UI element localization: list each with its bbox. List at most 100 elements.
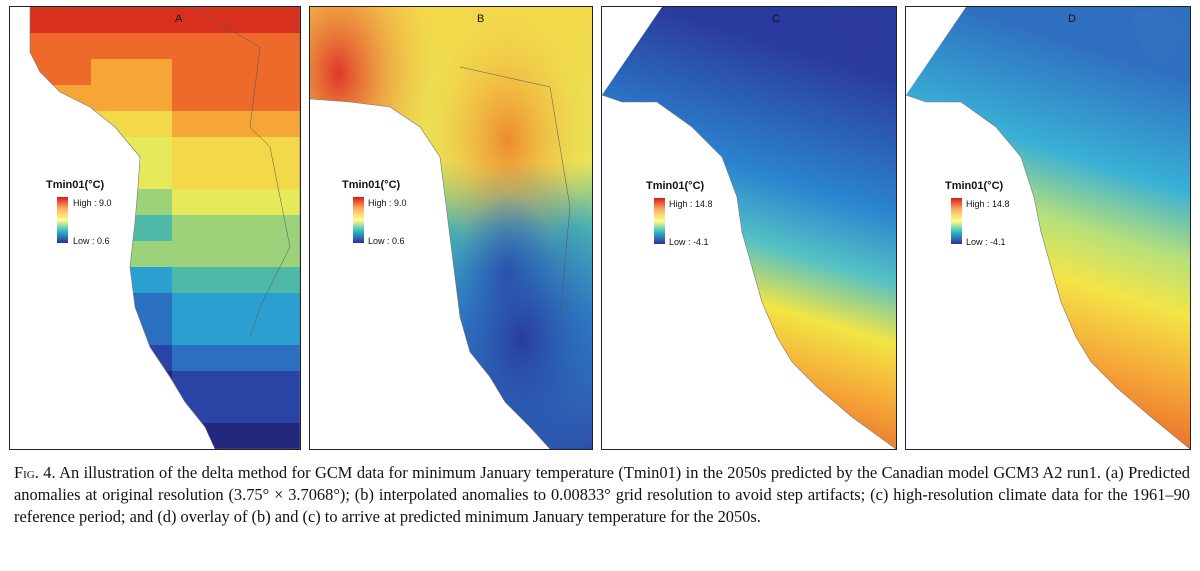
grid-cell — [64, 111, 91, 137]
legend-high-label: High : 14.8 — [966, 199, 1010, 209]
legend-low-label: Low : -4.1 — [669, 237, 709, 247]
grid-cell — [199, 85, 226, 111]
grid-cell — [30, 111, 37, 137]
grid-cell — [253, 371, 280, 397]
grid-cell — [226, 293, 253, 319]
grid-cell — [145, 163, 172, 189]
grid-cell — [91, 345, 118, 371]
grid-cell — [145, 293, 172, 319]
grid-cell — [37, 59, 64, 85]
grid-cell — [145, 423, 172, 449]
grid-cell — [64, 371, 91, 397]
grid-cell — [226, 85, 253, 111]
grid-cell — [64, 267, 91, 293]
legend-low-label: Low : 0.6 — [368, 236, 405, 246]
grid-cell — [172, 241, 199, 267]
grid-cell — [118, 111, 145, 137]
grid-cell — [280, 111, 300, 137]
grid-cell — [145, 319, 172, 345]
legend-color-ramp — [951, 198, 962, 244]
grid-cell — [91, 137, 118, 163]
grid-cell — [253, 319, 280, 345]
grid-cell — [253, 33, 280, 59]
grid-cell — [91, 319, 118, 345]
grid-cell — [226, 189, 253, 215]
grid-cell — [37, 345, 64, 371]
legend-low-label: Low : 0.6 — [73, 236, 110, 246]
grid-cell — [226, 345, 253, 371]
grid-cell — [172, 189, 199, 215]
grid-cell — [145, 189, 172, 215]
grid-cell — [37, 267, 64, 293]
grid-cell — [91, 267, 118, 293]
grid-cell — [280, 423, 300, 449]
grid-cell — [30, 241, 37, 267]
grid-cell — [226, 241, 253, 267]
grid-cell — [280, 7, 300, 33]
grid-cell — [145, 267, 172, 293]
grid-cell — [37, 85, 64, 111]
grid-cell — [253, 189, 280, 215]
grid-cell — [253, 241, 280, 267]
legend-color-ramp — [353, 197, 364, 243]
grid-cell — [172, 85, 199, 111]
grid-cell — [37, 293, 64, 319]
grid-cell — [118, 85, 145, 111]
grid-cell — [30, 319, 37, 345]
grid-cell — [118, 293, 145, 319]
grid-cell — [280, 59, 300, 85]
grid-cell — [199, 397, 226, 423]
grid-cell — [145, 111, 172, 137]
legend-title: Tmin01(°C) — [46, 179, 105, 191]
grid-cell — [199, 33, 226, 59]
panel-letter: C — [772, 13, 780, 25]
grid-cell — [253, 423, 280, 449]
grid-cell — [118, 189, 145, 215]
grid-cell — [280, 319, 300, 345]
grid-cell — [253, 85, 280, 111]
grid-cell — [199, 345, 226, 371]
grid-cell — [30, 397, 37, 423]
grid-cell — [118, 371, 145, 397]
grid-cell — [172, 345, 199, 371]
grid-cell — [226, 111, 253, 137]
grid-cell — [145, 397, 172, 423]
reference-climate-map — [602, 7, 896, 449]
grid-cell — [145, 345, 172, 371]
grid-cell — [253, 7, 280, 33]
grid-cell — [64, 137, 91, 163]
grid-cell — [172, 163, 199, 189]
grid-cell — [199, 293, 226, 319]
grid-cell — [226, 319, 253, 345]
map-panel-b: B Tmin01(°C) High : 9.0 Low : 0.6 — [309, 6, 593, 450]
grid-cell — [91, 293, 118, 319]
figure-label: Fig. 4. — [14, 463, 56, 482]
grid-cell — [226, 215, 253, 241]
grid-cell — [253, 215, 280, 241]
grid-cell — [172, 33, 199, 59]
grid-cell — [226, 371, 253, 397]
grid-cell — [253, 345, 280, 371]
grid-cell — [30, 345, 37, 371]
map-panel-d: D Tmin01(°C) High : 14.8 Low : -4.1 — [905, 6, 1191, 450]
grid-cell — [145, 59, 172, 85]
grid-cell — [172, 7, 199, 33]
grid-cell — [253, 397, 280, 423]
grid-cell — [30, 293, 37, 319]
grid-cell — [145, 371, 172, 397]
grid-cell — [280, 189, 300, 215]
grid-cell — [37, 423, 64, 449]
grid-cell — [30, 85, 37, 111]
grid-cell — [199, 137, 226, 163]
grid-cell — [253, 163, 280, 189]
grid-cell — [172, 59, 199, 85]
grid-cell — [280, 267, 300, 293]
grid-cell — [64, 397, 91, 423]
grid-cell — [172, 371, 199, 397]
grid-cell — [280, 371, 300, 397]
grid-cell — [145, 215, 172, 241]
map-panel-c: C Tmin01(°C) High : 14.8 Low : -4.1 — [601, 6, 897, 450]
grid-cell — [145, 33, 172, 59]
grid-cell — [37, 137, 64, 163]
grid-cell — [226, 33, 253, 59]
